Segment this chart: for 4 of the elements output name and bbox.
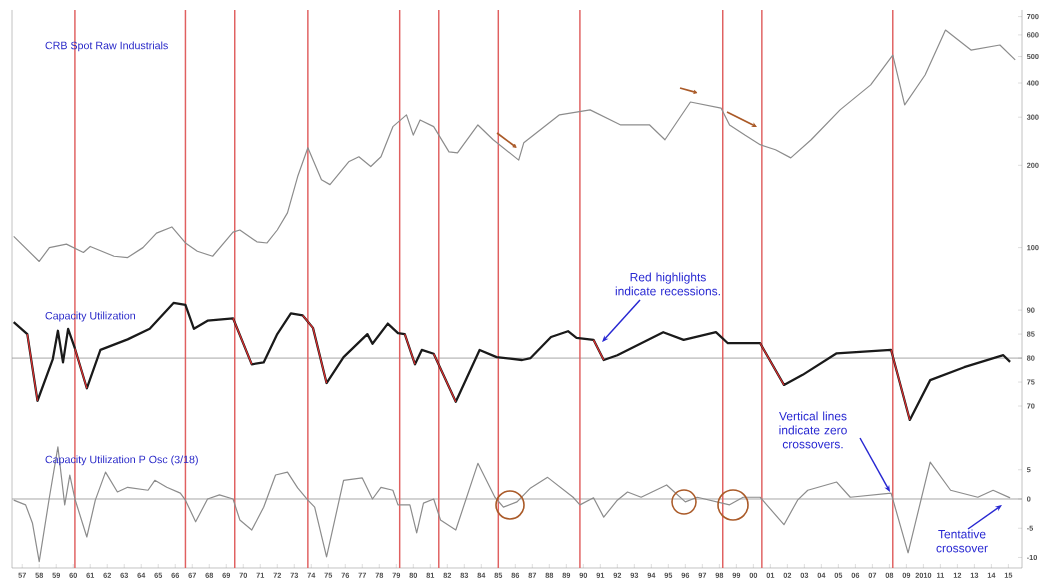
- line-series: [12, 301, 1012, 422]
- annotation: Red highlights indicate recessions.: [615, 272, 720, 296]
- annotation: Vertical lines indicate zero crossovers.: [779, 411, 847, 449]
- annotation: Tentative crossover: [936, 529, 988, 553]
